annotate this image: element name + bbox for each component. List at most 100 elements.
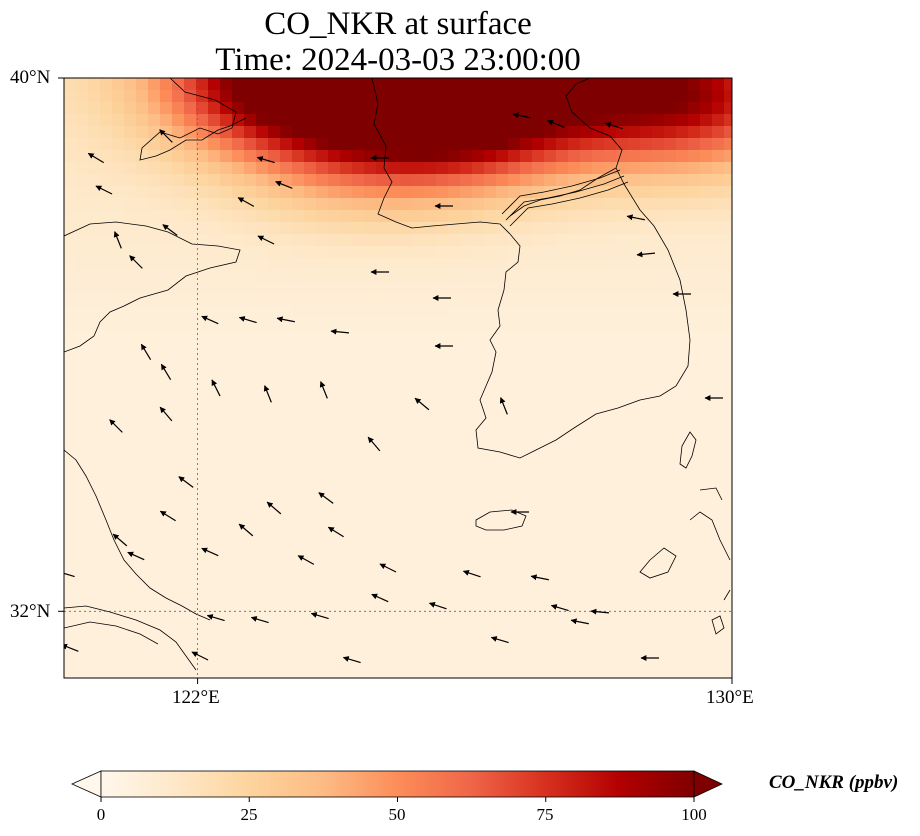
field-cell <box>436 126 449 139</box>
field-cell <box>100 546 113 559</box>
field-cell <box>292 186 305 199</box>
field-cell <box>124 606 137 619</box>
field-cell <box>592 150 605 163</box>
field-cell <box>64 534 77 547</box>
field-cell <box>424 426 437 439</box>
field-cell <box>124 186 137 199</box>
field-cell <box>412 282 425 295</box>
field-cell <box>592 282 605 295</box>
field-cell <box>208 186 221 199</box>
field-cell <box>352 426 365 439</box>
field-cell <box>88 594 101 607</box>
field-cell <box>388 570 401 583</box>
field-cell <box>376 546 389 559</box>
field-cell <box>460 534 473 547</box>
field-cell <box>304 378 317 391</box>
field-cell <box>496 522 509 535</box>
field-cell <box>148 474 161 487</box>
field-cell <box>484 582 497 595</box>
field-cell <box>160 330 173 343</box>
field-cell <box>484 414 497 427</box>
field-cell <box>352 126 365 139</box>
field-cell <box>208 306 221 319</box>
field-cell <box>268 606 281 619</box>
field-cell <box>112 642 125 655</box>
field-cell <box>556 354 569 367</box>
field-cell <box>76 138 89 151</box>
field-cell <box>568 210 581 223</box>
field-cell <box>544 138 557 151</box>
field-cell <box>664 234 677 247</box>
field-cell <box>280 654 293 667</box>
field-cell <box>664 270 677 283</box>
field-cell <box>304 282 317 295</box>
field-cell <box>196 114 209 127</box>
field-cell <box>256 474 269 487</box>
field-cell <box>592 450 605 463</box>
field-cell <box>496 594 509 607</box>
field-cell <box>304 390 317 403</box>
field-cell <box>184 294 197 307</box>
field-cell <box>460 498 473 511</box>
field-cell <box>256 282 269 295</box>
field-cell <box>364 618 377 631</box>
wind-arrow <box>275 180 293 189</box>
field-cell <box>604 378 617 391</box>
field-cell <box>448 438 461 451</box>
field-cell <box>388 426 401 439</box>
field-cell <box>172 126 185 139</box>
field-cell <box>724 102 732 115</box>
field-cell <box>484 78 497 91</box>
field-cell <box>376 330 389 343</box>
field-cell <box>124 150 137 163</box>
field-cell <box>640 474 653 487</box>
field-cell <box>172 498 185 511</box>
field-cell <box>340 582 353 595</box>
field-cell <box>508 522 521 535</box>
field-cell <box>712 342 725 355</box>
field-cell <box>292 498 305 511</box>
field-cell <box>328 294 341 307</box>
field-cell <box>112 354 125 367</box>
field-cell <box>436 570 449 583</box>
field-cell <box>520 414 533 427</box>
field-cell <box>196 138 209 151</box>
field-cell <box>208 426 221 439</box>
field-cell <box>712 666 725 678</box>
field-cell <box>616 486 629 499</box>
field-cell <box>328 138 341 151</box>
field-cell <box>592 510 605 523</box>
field-cell <box>304 582 317 595</box>
field-cell <box>436 402 449 415</box>
field-cell <box>640 270 653 283</box>
field-cell <box>364 102 377 115</box>
field-cell <box>316 426 329 439</box>
field-cell <box>460 174 473 187</box>
field-cell <box>544 462 557 475</box>
field-cell <box>76 186 89 199</box>
field-cell <box>628 306 641 319</box>
field-cell <box>400 186 413 199</box>
field-cell <box>304 114 317 127</box>
field-cell <box>676 546 689 559</box>
field-cell <box>412 246 425 259</box>
field-cell <box>196 558 209 571</box>
field-cell <box>136 126 149 139</box>
field-cell <box>724 498 732 511</box>
field-cell <box>448 630 461 643</box>
field-cell <box>376 162 389 175</box>
field-cell <box>700 594 713 607</box>
field-cell <box>244 510 257 523</box>
field-cell <box>292 426 305 439</box>
field-cell <box>436 258 449 271</box>
field-cell <box>484 642 497 655</box>
field-cell <box>316 294 329 307</box>
field-cell <box>676 306 689 319</box>
field-cell <box>340 258 353 271</box>
field-cell <box>556 534 569 547</box>
field-cell <box>400 270 413 283</box>
field-cell <box>196 126 209 139</box>
field-cell <box>640 102 653 115</box>
field-cell <box>700 378 713 391</box>
